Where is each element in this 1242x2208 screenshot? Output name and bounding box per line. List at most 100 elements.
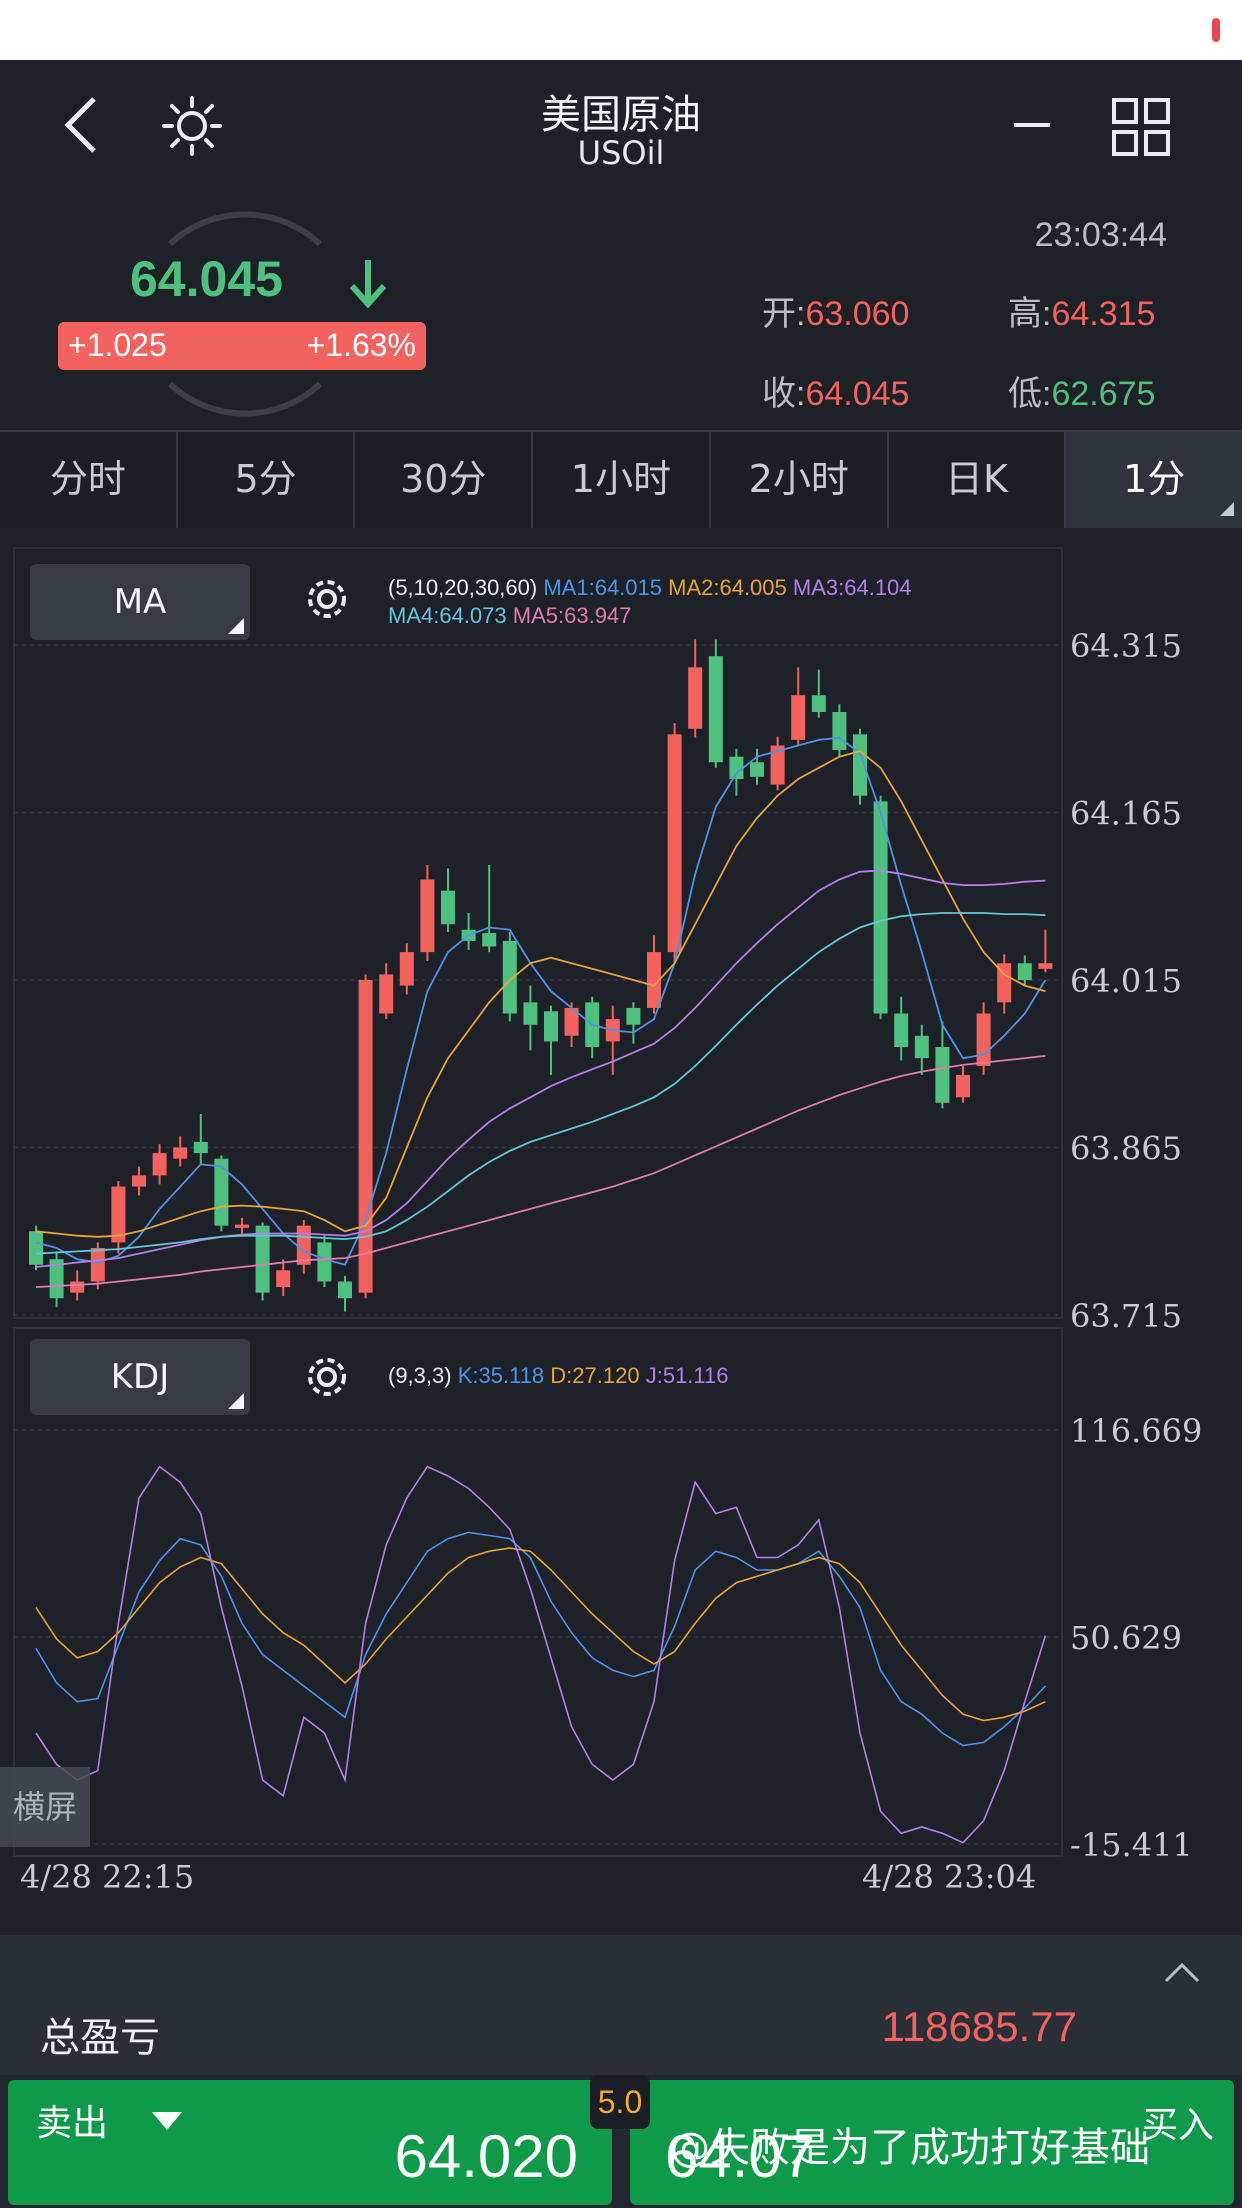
kdj-tick-label: 50.629: [1070, 1619, 1182, 1657]
ma4-value: MA4:64.073: [388, 603, 507, 628]
low-value: 62.675: [1051, 375, 1156, 413]
candle-body: [894, 1013, 909, 1047]
tab-2hour[interactable]: 2小时: [711, 432, 889, 528]
pnl-label: 总盈亏: [40, 2015, 160, 2061]
candle-body: [296, 1225, 311, 1265]
ma-params: (5,10,20,30,60): [388, 575, 538, 600]
candle-body: [276, 1270, 291, 1288]
candle-body: [873, 801, 888, 1014]
candle-body: [358, 980, 373, 1293]
j-value: J:51.116: [645, 1363, 729, 1388]
buy-button[interactable]: 64.07 买入: [630, 2080, 1234, 2205]
pnl-value: 118685.77: [881, 2003, 1077, 2050]
dropdown-corner-icon: [228, 1393, 244, 1409]
candle-body: [132, 1175, 146, 1187]
status-indicator: [1212, 18, 1220, 42]
change-percent: +1.63%: [306, 327, 416, 363]
landscape-button[interactable]: 横屏: [0, 1767, 90, 1847]
main-indicator-button[interactable]: MA: [30, 564, 250, 640]
candle-body: [173, 1147, 188, 1159]
ma-line-ma5: [35, 1055, 1046, 1288]
price-tick-label: 64.315: [1070, 627, 1182, 665]
candle-body: [482, 933, 497, 947]
candle-body: [729, 756, 744, 779]
candle-body: [49, 1259, 64, 1299]
tab-30min[interactable]: 30分: [355, 432, 534, 528]
sell-label: 卖出: [36, 2103, 109, 2144]
gear-icon[interactable]: [302, 574, 352, 628]
chart-area[interactable]: 64.315 64.165 64.015 63.865 63.715 116.669 50.…: [0, 528, 1242, 1928]
sell-button[interactable]: 卖出 64.020: [8, 2080, 612, 2205]
main-panel-frame: [13, 547, 1063, 1319]
candle-body: [90, 1248, 105, 1282]
buy-price: 64.07: [665, 2123, 816, 2190]
status-bar: [0, 0, 1242, 60]
tab-1min[interactable]: 1分: [1066, 432, 1242, 528]
kdj-params: (9,3,3): [388, 1363, 452, 1388]
candle-body: [647, 952, 661, 1008]
current-price: 64.045: [130, 251, 283, 307]
candle-body: [832, 712, 847, 750]
time-axis-label-end: 4/28 23:04: [862, 1858, 1036, 1896]
candle-body: [111, 1186, 126, 1243]
candle-body: [1017, 963, 1032, 980]
price-arc-decoration: [167, 211, 323, 417]
time-axis-label-start: 4/28 22:15: [20, 1858, 194, 1896]
spread-badge: 5.0: [590, 2075, 650, 2129]
candle-body: [811, 695, 826, 712]
high-label: 高:: [1008, 295, 1052, 333]
chevron-up-icon[interactable]: [1162, 1959, 1202, 1989]
close-price-field: 收:64.045: [762, 366, 909, 415]
price-tick-label: 63.715: [1070, 1297, 1182, 1335]
tab-1hour[interactable]: 1小时: [533, 432, 711, 528]
sub-indicator-label: KDJ: [110, 1357, 170, 1397]
kdj-tick-label: -15.411: [1070, 1826, 1193, 1864]
buy-label: 买入: [1141, 2105, 1214, 2146]
candle-body: [338, 1281, 352, 1299]
tab-daily[interactable]: 日K: [889, 432, 1067, 528]
back-icon[interactable]: [52, 90, 112, 160]
tab-time-share[interactable]: 分时: [0, 432, 178, 528]
candle-body: [750, 762, 764, 777]
gear-icon[interactable]: [302, 1352, 352, 1406]
open-value: 63.060: [805, 295, 910, 333]
minimize-icon[interactable]: [1010, 110, 1054, 140]
price-tick-label: 64.015: [1070, 962, 1182, 1000]
pnl-bar: 总盈亏 118685.77: [0, 1935, 1242, 2075]
kdj-line-k: [35, 1531, 1046, 1747]
candle-body: [976, 1013, 991, 1066]
k-value: K:35.118: [457, 1363, 545, 1388]
header: 美国原油 USOil: [0, 60, 1242, 192]
candle-body: [1038, 963, 1053, 969]
ma-line-ma1: [35, 736, 1047, 1266]
kdj-legend: (9,3,3) K:35.118 D:27.120 J:51.116: [388, 1362, 1128, 1390]
candle-body: [997, 963, 1012, 1003]
ma-line-ma3: [35, 869, 1046, 1268]
tab-5min[interactable]: 5分: [178, 432, 356, 528]
sub-indicator-button[interactable]: KDJ: [30, 1339, 250, 1415]
ma3-value: MA3:64.104: [792, 575, 912, 600]
grid-menu-icon[interactable]: [1110, 96, 1172, 158]
quote-panel: 64.045 +1.025 +1.63% 23:03:44 开:63.060 高…: [0, 192, 1242, 428]
price-tick-label: 64.165: [1070, 795, 1182, 833]
candle-body: [152, 1153, 167, 1176]
instrument-title: 美国原油: [541, 92, 701, 138]
kdj-tick-label: 116.669: [1070, 1412, 1202, 1450]
candle-body: [235, 1224, 249, 1228]
price-tick-label: 63.865: [1070, 1130, 1182, 1168]
candle-body: [626, 1007, 641, 1025]
close-value: 64.045: [805, 375, 910, 413]
ma5-value: MA5:63.947: [512, 603, 632, 628]
down-arrow-icon: [348, 258, 388, 312]
ma-legend: (5,10,20,30,60) MA1:64.015 MA2:64.005 MA…: [388, 574, 1128, 630]
brightness-icon[interactable]: [160, 94, 224, 158]
candle-body: [791, 695, 806, 740]
candle-body: [564, 1007, 579, 1036]
candlestick-chart: 64.315 64.165 64.015 63.865 63.715 116.669 50.…: [13, 547, 1202, 1896]
d-value: D:27.120: [550, 1363, 640, 1388]
candle-body: [420, 879, 435, 953]
candle-body: [688, 667, 703, 729]
caret-down-icon[interactable]: [152, 2112, 182, 2130]
tab-1min-label: 1分: [1123, 457, 1186, 501]
change-amount: +1.025: [68, 327, 167, 363]
